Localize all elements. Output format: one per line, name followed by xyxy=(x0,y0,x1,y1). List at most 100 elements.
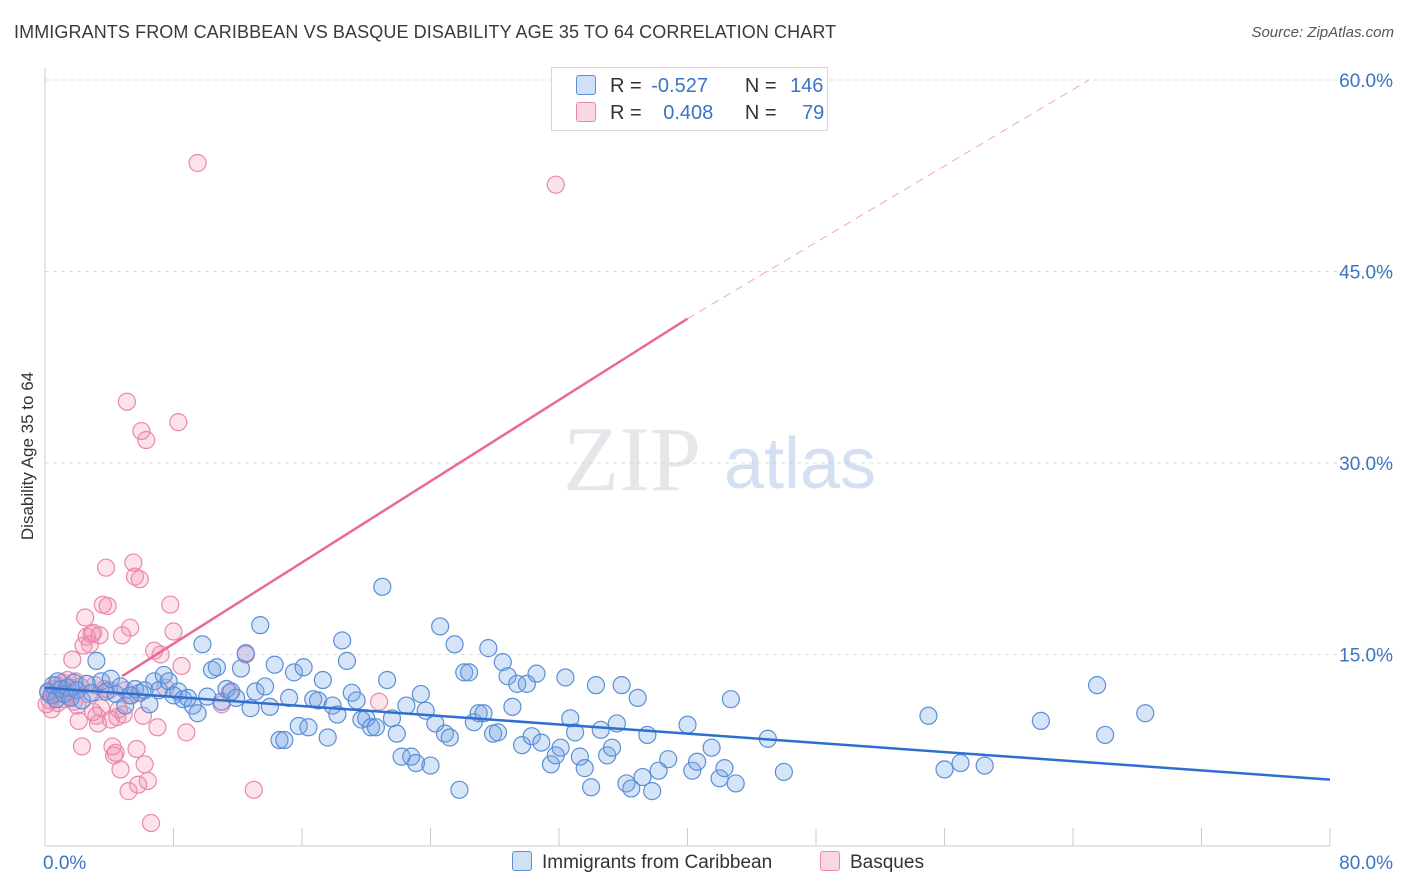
caribbean-point xyxy=(202,660,222,679)
basques-point xyxy=(121,618,140,637)
basques-point xyxy=(111,760,130,779)
basques-point xyxy=(137,430,156,450)
legend-label-basques: Basques xyxy=(850,852,924,873)
legend-item-basques: Basques xyxy=(820,851,924,874)
caribbean-point xyxy=(289,716,308,736)
caribbean-point xyxy=(586,676,606,695)
y-tick-label: 15.0% xyxy=(1339,646,1393,667)
caribbean-point xyxy=(532,733,551,752)
caribbean-point xyxy=(294,658,313,677)
caribbean-point xyxy=(455,663,474,682)
caribbean-point xyxy=(498,667,517,686)
basques-point xyxy=(129,775,148,794)
caribbean-point xyxy=(622,779,641,798)
caribbean-point xyxy=(260,697,279,716)
caribbean-point xyxy=(265,655,284,674)
caribbean-point xyxy=(255,677,275,696)
caribbean-point xyxy=(617,774,636,793)
caribbean-point xyxy=(522,727,541,746)
legend-swatch-caribbean xyxy=(576,75,596,95)
legend-swatch-caribbean xyxy=(512,851,532,871)
basques-point xyxy=(546,175,565,194)
caribbean-point xyxy=(188,704,207,723)
correlation-legend: R = -0.527 N = 146 R = 0.408 N = 79 xyxy=(551,67,828,131)
basques-point xyxy=(130,570,149,589)
caribbean-point xyxy=(527,664,546,683)
basques-trend-extension xyxy=(687,79,1090,320)
caribbean-point xyxy=(193,635,212,654)
legend-r-value: 0.408 xyxy=(663,102,714,124)
caribbean-point xyxy=(710,769,729,788)
caribbean-point xyxy=(935,760,954,779)
caribbean-point xyxy=(87,651,106,670)
caribbean-point xyxy=(347,691,366,710)
caribbean-point xyxy=(774,762,793,782)
caribbean-point xyxy=(474,704,493,723)
legend-r-value: -0.527 xyxy=(651,75,708,97)
caribbean-point xyxy=(565,723,585,742)
caribbean-point xyxy=(387,724,406,743)
basques-point xyxy=(133,706,153,725)
caribbean-point xyxy=(378,670,397,690)
caribbean-point xyxy=(633,767,652,787)
watermark-zip: ZIP xyxy=(563,408,701,510)
caribbean-point xyxy=(227,688,246,708)
caribbean-point xyxy=(450,780,469,799)
basques-point xyxy=(72,737,92,756)
basques-point xyxy=(141,813,161,833)
caribbean-point xyxy=(328,705,347,724)
basques-point xyxy=(119,782,138,801)
caribbean-point xyxy=(1087,676,1107,695)
basques-point xyxy=(244,780,263,799)
basques-point xyxy=(84,702,103,722)
caribbean-point xyxy=(459,663,479,682)
caribbean-point xyxy=(207,658,226,677)
caribbean-point xyxy=(275,730,294,750)
caribbean-point xyxy=(678,715,697,734)
caribbean-point xyxy=(575,759,594,778)
caribbean-point xyxy=(715,759,734,778)
caribbean-point xyxy=(688,752,707,771)
caribbean-point xyxy=(333,631,352,650)
caribbean-point xyxy=(702,738,721,757)
basques-point xyxy=(135,755,154,774)
basques-point xyxy=(370,692,389,711)
x-tick-label: 0.0% xyxy=(43,853,86,874)
caribbean-point xyxy=(77,674,96,693)
caribbean-point xyxy=(556,668,575,687)
caribbean-point xyxy=(602,738,622,757)
caribbean-point xyxy=(72,691,92,710)
caribbean-point xyxy=(116,696,135,715)
basques-point xyxy=(90,626,109,645)
legend-row-caribbean: R = -0.527 N = 146 xyxy=(576,75,823,101)
caribbean-point xyxy=(270,730,289,750)
legend-n-value: 79 xyxy=(802,102,825,124)
caribbean-point xyxy=(612,676,631,695)
caribbean-point xyxy=(503,697,522,716)
caribbean-point xyxy=(638,725,657,745)
legend-n-label: N = xyxy=(744,102,777,124)
basques-point xyxy=(132,421,151,441)
tick-labels: 15.0% 30.0% 45.0% 60.0% 0.0% 80.0% xyxy=(43,71,1393,874)
caribbean-point xyxy=(508,674,527,693)
caribbean-point xyxy=(313,670,332,690)
caribbean-point xyxy=(145,672,164,691)
basques-point xyxy=(63,650,82,669)
legend-r-label: R = xyxy=(610,102,642,124)
basques-point xyxy=(161,595,180,614)
basques-point xyxy=(106,743,125,762)
caribbean-point xyxy=(479,639,498,658)
x-tick-label: 80.0% xyxy=(1339,853,1393,874)
y-tick-label: 45.0% xyxy=(1339,263,1393,284)
caribbean-point xyxy=(198,687,217,706)
caribbean-point xyxy=(445,635,464,654)
caribbean-point xyxy=(919,706,938,725)
watermark: ZIP atlas xyxy=(563,408,876,510)
caribbean-point xyxy=(406,753,426,773)
caribbean-point xyxy=(284,663,304,682)
basques-point xyxy=(127,739,146,759)
caribbean-point xyxy=(975,756,994,775)
basques-point xyxy=(169,413,188,432)
y-tick-label: 30.0% xyxy=(1339,454,1393,475)
